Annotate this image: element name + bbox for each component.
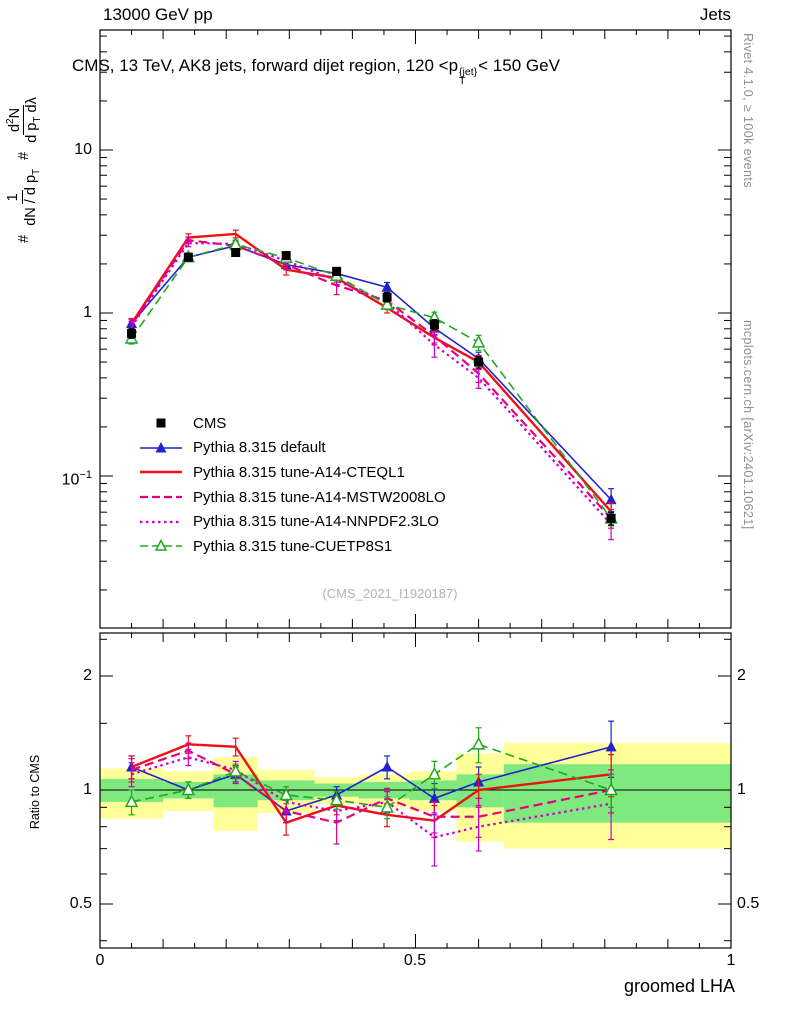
legend-label: Pythia 8.315 tune-CUETP8S1 (193, 537, 393, 555)
rivet-version-text: Rivet 4.1.0, ≥ 100k events (741, 33, 755, 188)
ylabel-frac2-den: d pT dλ (24, 97, 43, 143)
y-axis-label: # 1 dN / d pT # d2N d pT dλ (0, 20, 48, 320)
ylabel-fraction-2: d2N d pT dλ (4, 97, 44, 143)
ratio-tick-right-0p5: 0.5 (737, 895, 760, 912)
ylabel-frac1-num: 1 (5, 190, 24, 205)
plot-title: CMS, 13 TeV, AK8 jets, forward dijet reg… (72, 56, 560, 86)
beam-energy-label: 13000 GeV pp (103, 5, 213, 24)
ratio-axis-label-wrap: Ratio to CMS (0, 755, 86, 829)
x-tick-1: 1 (726, 952, 736, 969)
dashed-line-icon (140, 495, 182, 499)
y-tick-10: 10 (74, 141, 92, 158)
pt-jet-subscript: T (459, 75, 466, 87)
y-tick-1: 1 (83, 304, 92, 321)
legend: CMS Pythia 8.315 default Pythia 8.315 tu… (138, 411, 446, 559)
dashed-line-open-triangle-icon (140, 539, 182, 552)
legend-item-cteql1: Pythia 8.315 tune-A14-CTEQL1 (138, 460, 446, 485)
legend-item-cuetp8s1: Pythia 8.315 tune-CUETP8S1 (138, 534, 446, 559)
mcplots-credit-text: mcplots.cern.ch [arXiv:2401.10621] (741, 320, 755, 530)
ylabel-hash-2: # (16, 151, 32, 160)
legend-item-nnpdf23lo: Pythia 8.315 tune-A14-NNPDF2.3LO (138, 509, 446, 534)
legend-item-cms: CMS (138, 411, 446, 436)
watermark-text: (CMS_2021_I1920187) (322, 586, 458, 601)
x-axis-label: groomed LHA (623, 976, 735, 996)
legend-item-pythia-default: Pythia 8.315 default (138, 436, 446, 461)
line-triangle-icon (140, 441, 182, 453)
legend-label: Pythia 8.315 tune-A14-MSTW2008LO (193, 488, 446, 506)
dotted-line-icon (140, 520, 182, 523)
legend-label: CMS (193, 414, 227, 432)
x-tick-0p5: 0.5 (403, 952, 427, 969)
plot-title-prefix: CMS, 13 TeV, AK8 jets, forward dijet reg… (72, 56, 459, 75)
pt-jet-script: {jet} T (458, 66, 478, 87)
ylabel-frac2-num: d2N (4, 104, 25, 136)
solid-line-icon (140, 471, 182, 474)
legend-label: Pythia 8.315 default (193, 439, 326, 457)
analysis-group-label: Jets (699, 5, 731, 24)
legend-item-mstw2008lo: Pythia 8.315 tune-A14-MSTW2008LO (138, 485, 446, 510)
plot-title-suffix: < 150 GeV (478, 56, 560, 75)
ratio-tick-left-2: 2 (83, 667, 92, 684)
x-tick-0: 0 (95, 952, 105, 969)
ratio-tick-right-1: 1 (737, 781, 746, 798)
ratio-tick-left-1: 1 (83, 781, 92, 798)
ylabel-fraction-1: 1 dN / d pT (5, 169, 42, 226)
pt-jet-superscript: {jet} (459, 66, 478, 78)
y-tick-0p1: 10−1 (61, 469, 92, 489)
ylabel-hash-1: # (16, 234, 32, 243)
cms-marker-icon (156, 418, 166, 428)
legend-label: Pythia 8.315 tune-A14-CTEQL1 (193, 463, 405, 481)
ratio-axis-label: Ratio to CMS (28, 754, 42, 830)
ylabel-frac1-den: dN / d pT (23, 168, 43, 226)
ratio-tick-right-2: 2 (737, 667, 746, 684)
legend-label: Pythia 8.315 tune-A14-NNPDF2.3LO (193, 513, 439, 531)
ratio-tick-left-0p5: 0.5 (69, 895, 92, 912)
